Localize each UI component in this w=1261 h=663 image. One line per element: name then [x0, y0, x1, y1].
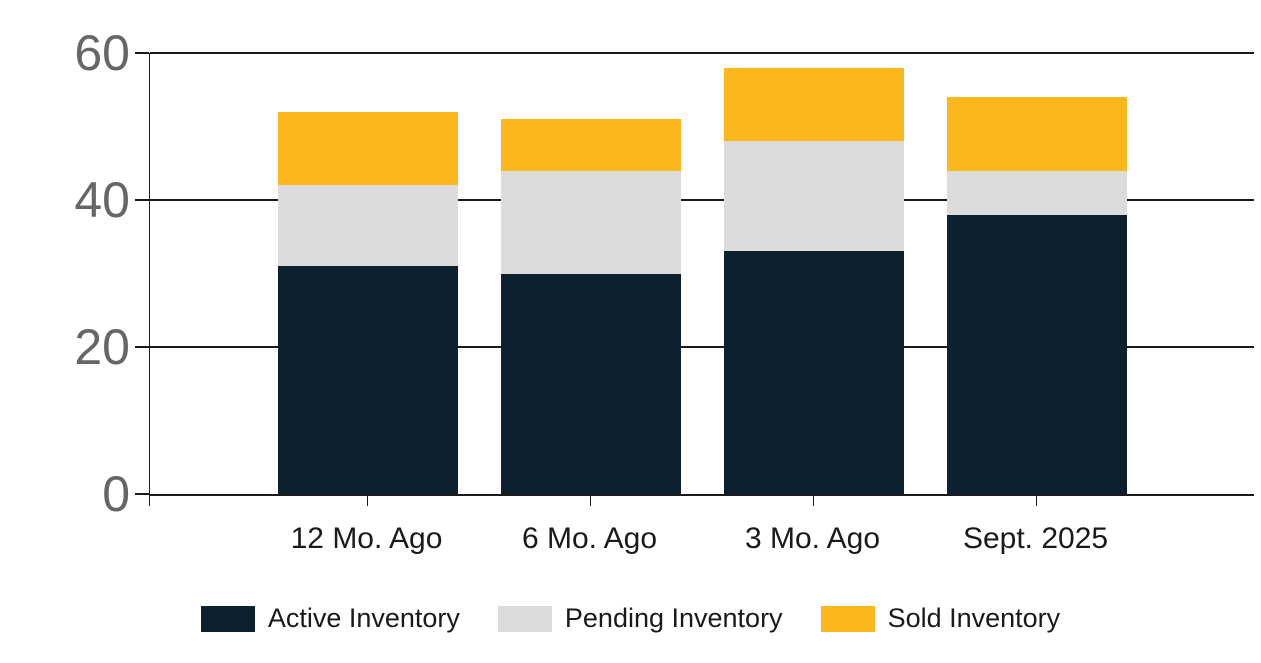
y-axis-tick-60	[135, 52, 149, 54]
bar-12-mo-ago	[277, 111, 458, 494]
x-axis-tick-3-mo-ago	[812, 496, 815, 506]
x-axis-tick-sept-2025	[1035, 496, 1038, 506]
legend-swatch-active-inventory	[200, 605, 255, 632]
legend-swatch-sold-inventory	[820, 605, 875, 632]
legend-item-sold-inventory: Sold Inventory	[820, 603, 1061, 634]
gridline-60	[150, 52, 1254, 54]
legend-item-active-inventory: Active Inventory	[200, 603, 460, 634]
y-axis-tick-0	[135, 493, 149, 495]
plot-area	[135, 52, 1254, 506]
segment-sold-inventory	[723, 67, 904, 142]
y-tick-label-40: 40	[74, 172, 130, 228]
segment-active-inventory	[723, 251, 904, 494]
legend-label-pending-inventory: Pending Inventory	[564, 603, 783, 633]
segment-pending-inventory	[946, 170, 1127, 215]
x-tick-label-6-mo-ago: 6 Mo. Ago	[521, 522, 658, 555]
bars-container	[150, 53, 1254, 494]
gridline-40	[150, 199, 1254, 201]
x-tick-label-3-mo-ago: 3 Mo. Ago	[744, 522, 881, 555]
bar-6-mo-ago	[500, 119, 681, 494]
segment-sold-inventory	[277, 111, 458, 186]
segment-sold-inventory	[500, 119, 681, 171]
legend-swatch-pending-inventory	[497, 605, 552, 632]
y-tick-label-0: 0	[102, 466, 130, 522]
legend: Active Inventory Pending Inventory Sold In…	[0, 603, 1261, 634]
legend-label-active-inventory: Active Inventory	[267, 603, 460, 633]
legend-item-pending-inventory: Pending Inventory	[497, 603, 783, 634]
segment-active-inventory	[277, 266, 458, 494]
legend-label-sold-inventory: Sold Inventory	[887, 603, 1061, 633]
x-tick-label-sept-2025: Sept. 2025	[962, 522, 1109, 555]
y-axis-tick-20	[135, 346, 149, 348]
y-tick-label-60: 60	[74, 25, 130, 81]
segment-sold-inventory	[946, 97, 1127, 171]
y-axis-bottom-tick	[148, 494, 150, 506]
x-axis-tick-6-mo-ago	[589, 496, 592, 506]
bar-3-mo-ago	[723, 67, 904, 494]
y-axis-tick-40	[135, 199, 149, 201]
segment-pending-inventory	[723, 141, 904, 252]
y-tick-label-20: 20	[74, 319, 130, 375]
segment-pending-inventory	[277, 185, 458, 267]
segment-pending-inventory	[500, 170, 681, 274]
gridline-20	[150, 346, 1254, 348]
x-tick-label-12-mo-ago: 12 Mo. Ago	[290, 522, 443, 555]
segment-active-inventory	[946, 214, 1127, 494]
bar-sept-2025	[946, 97, 1127, 494]
segment-active-inventory	[500, 273, 681, 494]
x-axis-tick-12-mo-ago	[366, 496, 369, 506]
